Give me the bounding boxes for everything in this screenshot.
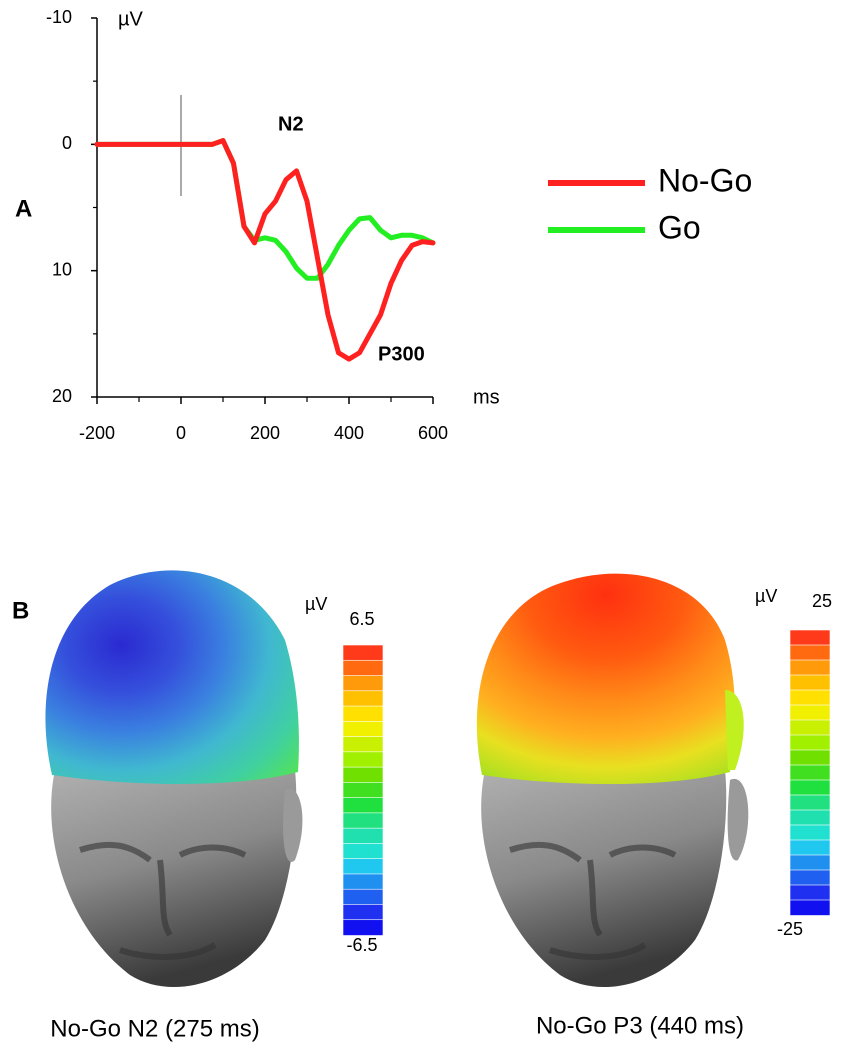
legend-label: Go — [658, 209, 701, 245]
head-map — [476, 573, 749, 988]
colorbar-unit: µV — [755, 586, 777, 606]
colorbar-band — [342, 690, 384, 707]
colorbar-band — [342, 827, 384, 845]
y-tick-label: -10 — [46, 7, 72, 27]
y-tick-label: 0 — [62, 133, 72, 153]
colorbar-band — [342, 797, 384, 814]
panel-label: B — [12, 597, 29, 624]
legend-label: No-Go — [658, 162, 752, 198]
colorbar-band — [789, 764, 831, 781]
x-tick-label: 0 — [176, 423, 186, 443]
colorbar-max: 25 — [812, 591, 832, 611]
colorbar-band — [789, 839, 831, 856]
colorbar-band — [789, 854, 831, 871]
y-tick-label: 10 — [52, 259, 72, 279]
colorbar-band — [342, 919, 384, 936]
series-line — [94, 138, 436, 362]
caption: No-Go N2 (275 ms) — [50, 1015, 259, 1042]
annotation: N2 — [278, 113, 304, 135]
colorbar-band — [789, 884, 831, 901]
x-axis-label: ms — [473, 386, 500, 408]
colorbar-band — [342, 644, 384, 662]
colorbar-band — [342, 873, 384, 891]
colorbar-band — [789, 719, 831, 736]
colorbar-band — [342, 659, 384, 677]
colorbar-band — [789, 689, 831, 706]
y-axis-label: µV — [118, 8, 144, 30]
colorbar-min: -6.5 — [346, 935, 377, 955]
colorbar-band — [342, 751, 384, 768]
x-tick-label: 600 — [418, 423, 448, 443]
annotation: P300 — [378, 343, 425, 365]
panel-label: A — [15, 195, 32, 222]
colorbar-band — [789, 794, 831, 811]
colorbar-band — [342, 766, 384, 784]
series-line — [94, 138, 436, 281]
x-tick-label: 200 — [250, 423, 280, 443]
colorbar-band — [789, 734, 831, 751]
colorbar-band — [789, 899, 831, 916]
x-tick-label: 400 — [334, 423, 364, 443]
colorbar-max: 6.5 — [349, 609, 374, 629]
colorbar-band — [342, 705, 384, 723]
colorbar-band — [789, 659, 831, 676]
x-tick-label: -200 — [79, 423, 115, 443]
head-map — [45, 570, 303, 988]
colorbar-band — [789, 674, 831, 691]
colorbar-band — [342, 721, 384, 738]
colorbar-unit: µV — [305, 594, 327, 614]
colorbar-band — [342, 858, 384, 875]
colorbar-band — [342, 904, 384, 921]
caption: No-Go P3 (440 ms) — [536, 1012, 744, 1039]
colorbar-min: -25 — [777, 919, 803, 939]
colorbar-band — [342, 843, 384, 860]
colorbar-band — [789, 809, 831, 826]
colorbar-band — [789, 644, 831, 661]
colorbar-band — [342, 812, 384, 829]
colorbar-band — [789, 749, 831, 766]
y-tick-label: 20 — [52, 386, 72, 406]
colorbar-band — [342, 888, 384, 906]
colorbar-band — [342, 782, 384, 799]
colorbar-band — [789, 869, 831, 886]
colorbar-band — [342, 675, 384, 692]
colorbar-band — [789, 629, 831, 646]
colorbar-band — [789, 779, 831, 796]
colorbar-band — [789, 704, 831, 721]
colorbar-band — [789, 824, 831, 841]
colorbar-band — [342, 736, 384, 753]
